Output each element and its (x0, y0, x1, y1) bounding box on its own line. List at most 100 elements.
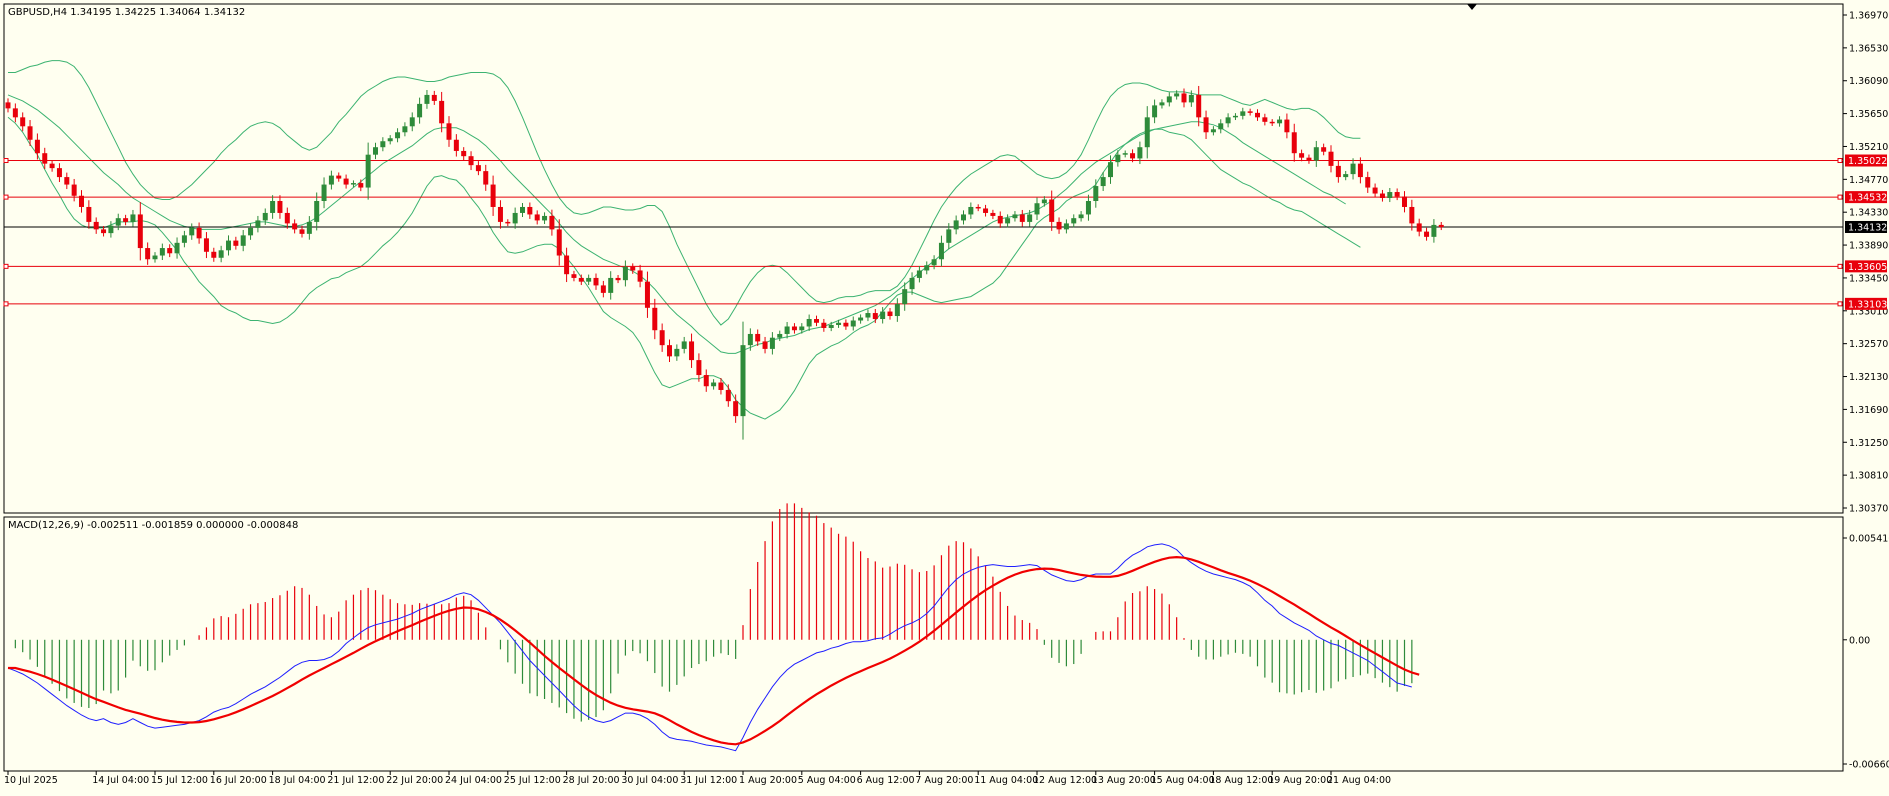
candle-body-bull (380, 141, 386, 148)
time-tick-label: 28 Jul 20:00 (563, 775, 620, 786)
level-handle-left[interactable] (3, 301, 9, 307)
candle-body-bear (564, 255, 570, 275)
candle-body-bear (755, 333, 761, 342)
candle-body-bull (189, 227, 195, 236)
candle-body-bull (395, 132, 401, 139)
candle-body-bull (321, 184, 327, 201)
candle-body-bull (306, 221, 312, 234)
candle-body-bear (534, 214, 540, 221)
level-price-tag (1845, 260, 1887, 273)
time-tick-label: 13 Aug 20:00 (1092, 775, 1156, 786)
candle-body-bull (961, 214, 966, 221)
candle-body-bull (314, 200, 320, 222)
level-price-label: 1.33605 (1848, 262, 1887, 273)
candle-body-bull (1108, 162, 1113, 178)
candle-body-bear (1049, 199, 1055, 222)
time-tick-label: 5 Aug 04:00 (798, 775, 856, 786)
candle-body-bull (1005, 218, 1011, 224)
candle-body-bear (71, 184, 77, 196)
candle-body-bear (42, 153, 48, 164)
candle-body-bull (1027, 214, 1033, 222)
candle-body-bull (262, 212, 268, 221)
price-tick-label: 1.31690 (1849, 405, 1888, 416)
candle-body-bear (137, 214, 143, 249)
candle-body-bear (659, 330, 665, 346)
level-handle-right[interactable] (1837, 194, 1843, 200)
candle-body-bear (644, 281, 650, 308)
candle-body-bear (79, 195, 84, 207)
candle-body-bear (497, 206, 503, 222)
level-handle-left[interactable] (3, 158, 9, 164)
level-handle-right[interactable] (1837, 263, 1843, 269)
level-handle-left[interactable] (3, 263, 9, 269)
candle-body-bull (1166, 96, 1172, 103)
candle-body-bull (622, 266, 628, 281)
candle-body-bear (1056, 221, 1062, 230)
candle-body-bull (909, 277, 915, 290)
price-tick-label: 1.35210 (1849, 142, 1888, 153)
chart-shift-marker-icon[interactable] (1467, 4, 1477, 10)
level-handle-left[interactable] (3, 194, 9, 200)
candle-body-bear (196, 227, 202, 239)
candle-body-bear (483, 171, 489, 185)
candle-body-bull (159, 248, 165, 256)
price-axis: 1.36970 1.36530 1.36090 1.35650 1.35210 1.347… (1843, 11, 1888, 515)
level-handle-right[interactable] (1837, 158, 1843, 164)
candle-body-bear (299, 229, 305, 234)
candle-body-bear (27, 126, 33, 140)
candle-body-bear (203, 238, 209, 252)
candle-body-bear (689, 341, 695, 361)
time-tick-label: 15 Jul 12:00 (151, 775, 208, 786)
candle-body-bear (733, 401, 739, 417)
candle-body-bull (373, 147, 378, 155)
candle-body-bear (630, 266, 636, 271)
candle-body-bear (578, 277, 584, 282)
time-tick-label: 14 Jul 04:00 (92, 775, 149, 786)
candle-body-bull (806, 319, 812, 327)
candle-body-bull (674, 348, 680, 357)
level-price-label: 1.34532 (1848, 193, 1887, 204)
candle-body-bear (983, 208, 989, 213)
candle-body-bull (1071, 218, 1077, 224)
level-handle-right[interactable] (1837, 301, 1843, 307)
macd-tick-label: 0.005416 (1849, 534, 1889, 545)
candle-body-bear (167, 248, 173, 254)
candle-body-bull (902, 289, 908, 305)
candle-body-bear (439, 100, 445, 124)
candle-body-bear (1372, 187, 1378, 194)
candle-body-bear (64, 177, 70, 185)
candle-body-bull (218, 250, 224, 258)
candle-body-bear (343, 178, 349, 185)
bollinger-upper-line (8, 60, 1361, 326)
candle-body-bull (1152, 105, 1158, 118)
current-price-label: 1.34132 (1848, 222, 1887, 233)
time-tick-label: 31 Jul 12:00 (680, 775, 737, 786)
candle-body-bear (549, 215, 555, 230)
macd-tick-label: 0.00 (1849, 635, 1870, 646)
candle-body-bear (975, 206, 981, 209)
time-tick-label: 18 Aug 12:00 (1209, 775, 1273, 786)
time-tick-label: 10 Jul 2025 (4, 775, 58, 786)
time-tick-label: 1 Aug 20:00 (739, 775, 797, 786)
candle-body-bull (520, 206, 525, 213)
level-price-label: 1.33103 (1848, 299, 1887, 310)
price-tick-label: 1.35650 (1849, 109, 1888, 120)
level-price-tag (1845, 154, 1887, 167)
candle-body-bull (586, 277, 592, 282)
candle-body-bear (762, 341, 768, 349)
candle-body-bear (86, 206, 92, 222)
candle-body-bear (556, 229, 562, 256)
bollinger-lower-line (7, 116, 1361, 420)
price-tick-label: 1.36090 (1849, 76, 1888, 87)
candle-body-bear (358, 183, 364, 188)
candle-body-bull (1093, 186, 1099, 201)
candle-body-bull (350, 183, 356, 185)
candle-body-bull (1174, 93, 1180, 97)
candle-body-bear (1291, 132, 1297, 154)
candle-body-bull (777, 333, 783, 338)
candle-body-bull (953, 220, 959, 230)
candle-body-bull (226, 240, 231, 251)
candle-body-bull (747, 333, 753, 346)
